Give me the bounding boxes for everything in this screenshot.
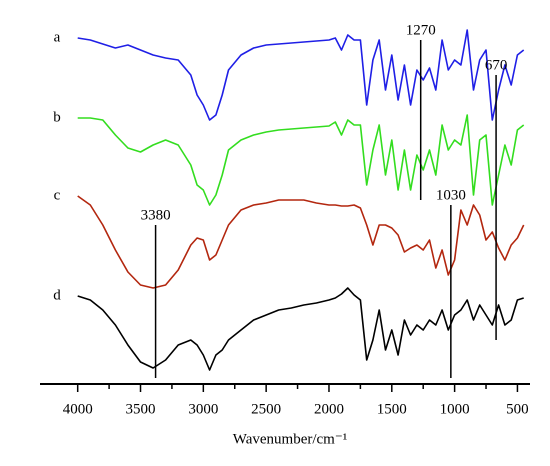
x-axis-label: Wavenumber/cm⁻¹ (233, 431, 348, 447)
annotation-label: 1270 (406, 22, 436, 38)
x-tick-label: 2500 (251, 401, 281, 417)
x-tick-label: 4000 (63, 401, 93, 417)
x-tick-label: 3000 (188, 401, 218, 417)
spectrum-line (77, 195, 525, 289)
spectrum-line (77, 114, 525, 206)
series-label: c (54, 187, 61, 203)
series-label: d (53, 287, 61, 303)
annotation-label: 670 (485, 57, 508, 73)
annotation-label: 3380 (141, 207, 171, 223)
x-tick-label: 2000 (314, 401, 344, 417)
spectrum-line (77, 29, 525, 121)
series-label: a (54, 29, 61, 45)
spectrum-line (77, 287, 524, 371)
x-tick-label: 1500 (377, 401, 407, 417)
x-tick-label: 3500 (126, 401, 156, 417)
annotation-label: 1030 (436, 187, 466, 203)
x-tick-label: 1000 (440, 401, 470, 417)
series-label: b (53, 109, 61, 125)
x-tick-label: 500 (506, 401, 529, 417)
